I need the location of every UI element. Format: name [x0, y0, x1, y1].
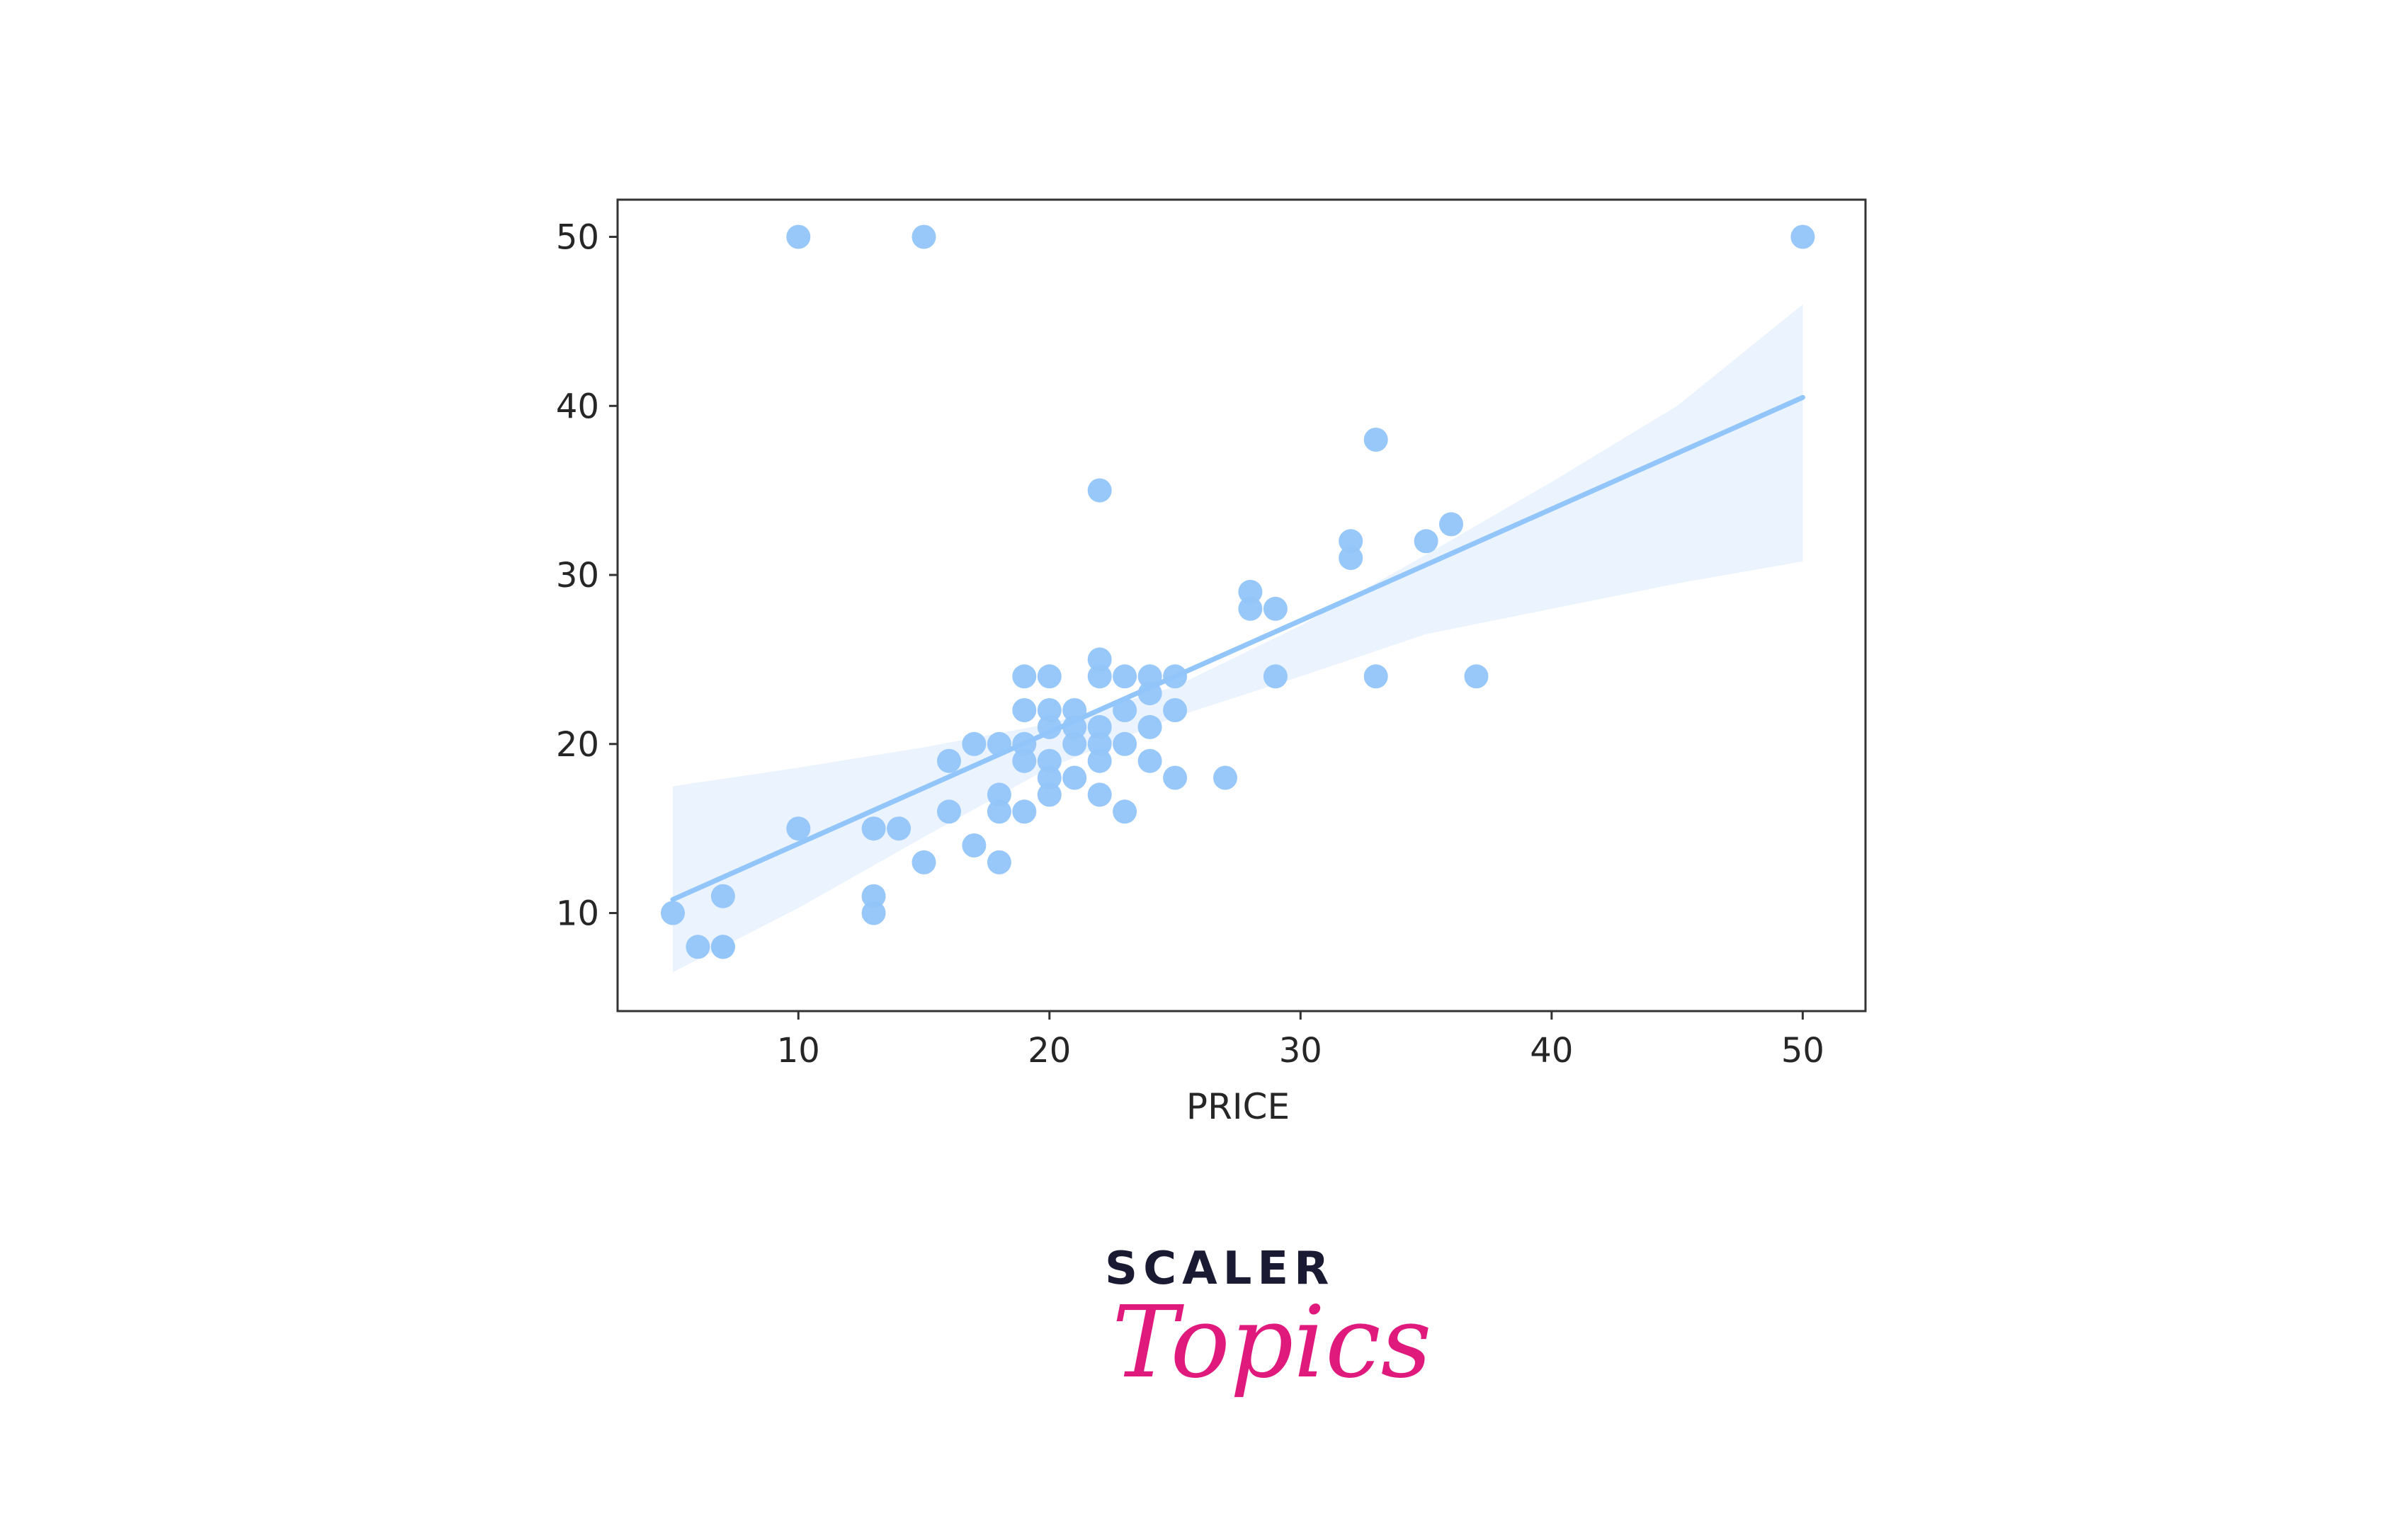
confidence-band — [673, 304, 1803, 973]
data-point — [1263, 596, 1288, 621]
data-point — [1012, 799, 1037, 824]
data-point — [1037, 698, 1062, 722]
data-point — [686, 935, 710, 959]
y-tick-label: 30 — [556, 556, 599, 595]
data-point — [861, 884, 886, 908]
y-tick-label: 40 — [556, 387, 599, 426]
y-tick-label: 10 — [556, 894, 599, 934]
logo-scaler-text: SCALER — [1105, 1243, 1335, 1295]
scaler-topics-logo: SCALER Topics — [1105, 1243, 1431, 1427]
x-tick-label: 40 — [1530, 1031, 1573, 1071]
confidence-band-layer — [673, 304, 1803, 973]
data-point — [1037, 782, 1062, 807]
data-point — [1439, 512, 1463, 537]
plot-frame — [616, 198, 1867, 1013]
regression-line — [670, 394, 1805, 902]
data-point — [1113, 698, 1137, 722]
data-point — [786, 224, 811, 249]
data-point — [861, 901, 886, 925]
data-point — [861, 816, 886, 841]
data-point — [1087, 714, 1112, 739]
data-point — [987, 850, 1011, 874]
data-point — [1238, 596, 1263, 621]
y-ticks: 10 20 30 40 50 — [556, 218, 618, 934]
data-point — [1414, 529, 1438, 554]
data-point — [887, 816, 911, 841]
data-point — [1363, 664, 1388, 689]
data-point — [962, 833, 987, 857]
data-point — [1113, 799, 1137, 824]
data-point — [1238, 579, 1263, 604]
data-point — [1163, 698, 1188, 722]
data-point — [1464, 664, 1489, 689]
data-point — [1087, 647, 1112, 672]
logo-topics-text: Topics — [1112, 1285, 1432, 1401]
data-point — [1790, 224, 1815, 249]
x-tick-label: 20 — [1028, 1031, 1071, 1071]
data-point — [937, 748, 961, 773]
data-point — [1062, 765, 1087, 790]
data-point — [1037, 765, 1062, 790]
data-point — [1037, 664, 1062, 689]
data-point — [1137, 714, 1162, 739]
data-point — [987, 782, 1011, 807]
data-point — [1012, 664, 1037, 689]
data-point — [937, 799, 961, 824]
x-tick-label: 50 — [1781, 1031, 1824, 1071]
data-point — [1012, 698, 1037, 722]
data-point — [1012, 748, 1037, 773]
data-point — [911, 850, 936, 874]
data-point — [1137, 748, 1162, 773]
data-point — [710, 884, 735, 908]
data-point — [1087, 731, 1112, 756]
data-point — [1339, 546, 1363, 571]
x-tick-label: 30 — [1279, 1031, 1322, 1071]
data-point — [987, 799, 1011, 824]
data-point — [1037, 748, 1062, 773]
x-axis-label: PRICE — [1186, 1086, 1290, 1127]
y-tick-label: 20 — [556, 725, 599, 765]
x-ticks: 10 20 30 40 50 — [777, 1011, 1824, 1071]
data-point — [1263, 664, 1288, 689]
data-point — [661, 901, 685, 925]
y-tick-label: 50 — [556, 218, 599, 258]
data-point — [962, 731, 987, 756]
data-point — [1113, 664, 1137, 689]
data-point — [710, 935, 735, 959]
regression-line-layer — [670, 394, 1805, 902]
data-point — [1062, 731, 1087, 756]
data-point — [1087, 478, 1112, 503]
data-point — [911, 224, 936, 249]
x-tick-label: 10 — [777, 1031, 820, 1071]
data-point — [786, 816, 811, 841]
data-point — [1087, 748, 1112, 773]
data-point — [1339, 529, 1363, 554]
data-point — [1087, 782, 1112, 807]
data-point — [1213, 765, 1237, 790]
data-point — [1113, 731, 1137, 756]
data-point — [1363, 428, 1388, 452]
data-point — [1163, 765, 1188, 790]
data-point — [1087, 664, 1112, 689]
